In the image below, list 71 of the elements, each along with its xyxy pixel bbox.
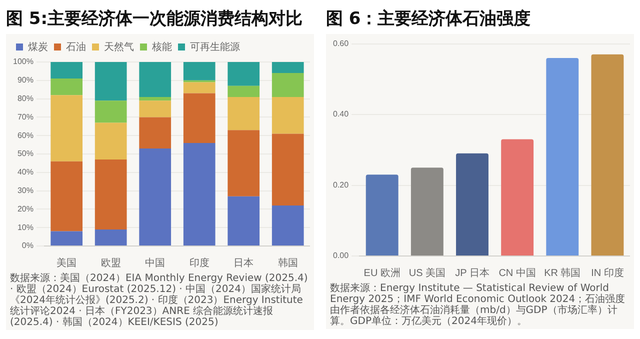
legend-label: 煤炭 <box>28 40 48 53</box>
y-tick-label: 0.40 <box>332 110 350 119</box>
bar <box>228 96 260 130</box>
y-tick-label: 30% <box>17 186 34 196</box>
x-tick-label: JP 日本 <box>455 266 490 279</box>
x-tick-label: KR 韩国 <box>544 266 581 279</box>
x-tick-label: IN 印度 <box>591 266 624 279</box>
bar <box>139 62 172 97</box>
bar <box>228 62 260 86</box>
bar <box>183 82 216 94</box>
bar <box>94 229 127 246</box>
bar <box>50 95 83 162</box>
y-tick-label: 70% <box>17 112 34 122</box>
bar <box>546 58 579 256</box>
y-tick-label: 80% <box>17 94 34 104</box>
bar <box>272 96 304 134</box>
bar <box>272 73 304 97</box>
y-tick-label: 0% <box>22 241 34 250</box>
legend-label: 石油 <box>66 40 86 53</box>
y-tick-label: 10% <box>17 222 34 232</box>
x-tick-label: 中国 <box>145 256 166 269</box>
bar <box>94 100 127 123</box>
legend-label: 可再生能源 <box>190 40 240 53</box>
bar <box>272 134 304 206</box>
bar <box>228 196 260 246</box>
bar <box>94 122 127 160</box>
bar <box>139 100 172 118</box>
x-tick-label: 欧盟 <box>100 256 121 269</box>
bar <box>501 139 534 256</box>
bar <box>183 142 216 246</box>
bar <box>228 86 260 97</box>
x-tick-label: 韩国 <box>278 256 298 269</box>
bar <box>139 148 172 246</box>
bar <box>50 231 83 246</box>
bar <box>410 168 444 256</box>
bar <box>272 62 304 74</box>
bar <box>50 78 83 96</box>
y-tick-label: 20% <box>17 204 34 214</box>
source-note: 数据来源：美国（2024）EIA Monthly Energy Review (2025.4) · 欧盟（2024）Eurostat (2025.12) · 中国（2024）国家统计局《2024年统计公报》(2025.2) · 印度（2023）Energy Institute 统计评论2024 · 日本（FY2023）ANRE 综合能源统计速报 (2025.4) · 韩国（2024）KEEI/KESIS (2025) <box>10 273 309 328</box>
x-tick-label: CN 中国 <box>498 266 536 279</box>
bar <box>272 206 304 246</box>
bar <box>183 62 216 80</box>
bar <box>139 96 172 101</box>
y-tick-label: 40% <box>17 168 34 177</box>
chart-title: 图 6：主要经济体石油强度 <box>326 8 532 31</box>
source-note: 数据来源：Energy Institute — Statistical Review of World Energy 2025；IMF World Economic Outlook 2024；石油强度由作者依据各经济体石油消耗量（mb/d）与GDP（市场汇率）计算。GDP单位：万亿美元（2024年现价）。 <box>330 283 626 327</box>
bar <box>456 153 488 256</box>
bar <box>139 117 172 148</box>
y-tick-label: 50% <box>17 149 34 158</box>
x-tick-label: US 美国 <box>408 266 446 279</box>
bar <box>94 62 127 101</box>
y-tick-label: 0.20 <box>332 180 350 190</box>
bar <box>366 174 398 256</box>
bar <box>50 62 83 79</box>
y-tick-label: 60% <box>17 130 34 140</box>
bar <box>50 161 83 232</box>
chart-title: 图 5:主要经济体一次能源消费结构对比 <box>6 8 304 31</box>
y-tick-label: 0.60 <box>332 39 350 48</box>
x-tick-label: 印度 <box>189 256 210 269</box>
y-tick-label: 100% <box>12 57 34 66</box>
bar <box>94 160 127 230</box>
y-tick-label: 0.00 <box>332 251 350 260</box>
x-tick-label: 日本 <box>234 256 254 269</box>
bar <box>591 54 624 256</box>
x-tick-label: 美国 <box>56 256 77 269</box>
bar <box>183 93 216 143</box>
bar <box>228 130 260 196</box>
x-tick-label: EU 欧洲 <box>364 266 400 279</box>
y-tick-label: 90% <box>17 76 34 85</box>
legend-label: 核能 <box>151 40 172 53</box>
legend-label: 天然气 <box>104 40 134 53</box>
